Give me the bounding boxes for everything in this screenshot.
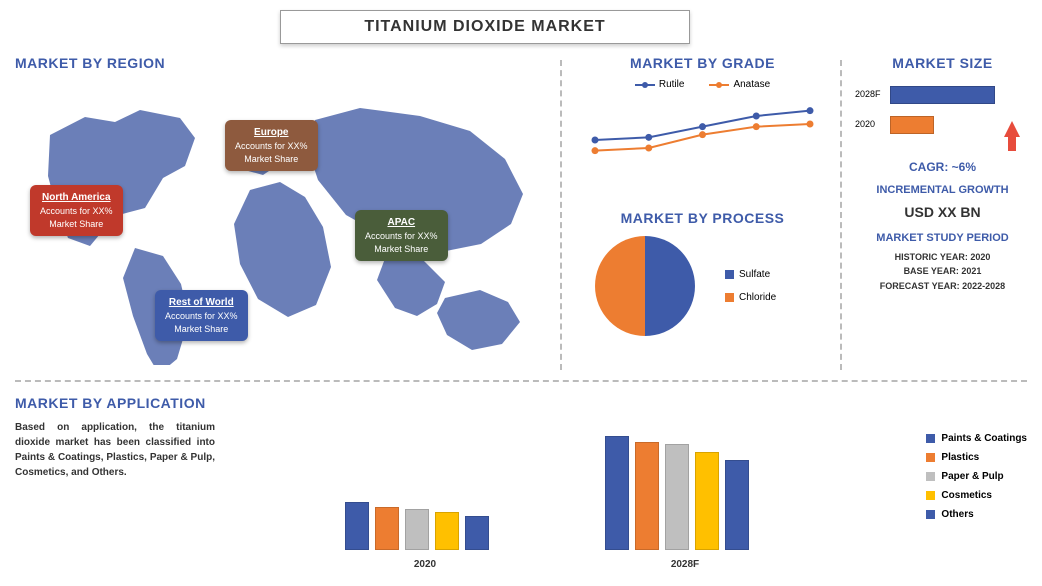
size-bar-chart: 2028F 2020 [855, 81, 1030, 156]
bar [435, 512, 459, 550]
divider-vertical-1 [560, 60, 562, 370]
process-title: MARKET BY PROCESS [575, 210, 830, 226]
legend-swatch [926, 434, 935, 443]
size-bar [890, 116, 934, 134]
legend-rutile: Rutile [635, 79, 685, 90]
process-pie-chart [595, 236, 695, 336]
application-bar-chart: 2020 2028F [245, 420, 865, 570]
bar [375, 507, 399, 550]
legend-label: Cosmetics [941, 490, 992, 501]
size-bar [890, 86, 995, 104]
grade-title: MARKET BY GRADE [575, 55, 830, 71]
bar-group [605, 436, 749, 550]
size-section: MARKET SIZE 2028F 2020 CAGR: ~6% INCREMEN… [855, 55, 1030, 293]
legend-sulfate: Sulfate [725, 269, 776, 280]
application-title: MARKET BY APPLICATION [15, 395, 1027, 411]
legend-label: Paper & Pulp [941, 471, 1003, 482]
region-row-line1: Accounts for XX% [165, 310, 238, 323]
region-apac-title: APAC [365, 216, 438, 230]
legend-swatch [926, 510, 935, 519]
legend-label: Paints & Coatings [941, 433, 1027, 444]
bar [405, 509, 429, 550]
study-period-title: MARKET STUDY PERIOD [855, 232, 1030, 244]
region-row-title: Rest of World [165, 296, 238, 310]
bar [465, 516, 489, 550]
divider-horizontal [15, 380, 1027, 382]
legend-anatase: Anatase [709, 79, 770, 90]
main-title: TITANIUM DIOXIDE MARKET [280, 10, 690, 44]
bar [695, 452, 719, 550]
region-na-title: North America [40, 191, 113, 205]
region-eu-line2: Market Share [235, 153, 308, 166]
region-badge-na: North America Accounts for XX% Market Sh… [30, 185, 123, 236]
size-title: MARKET SIZE [855, 55, 1030, 71]
incremental-growth-title: INCREMENTAL GROWTH [855, 184, 1030, 196]
bar-group [345, 502, 489, 550]
legend-item: Cosmetics [926, 490, 1027, 501]
region-apac-line2: Market Share [365, 243, 438, 256]
study-historic: HISTORIC YEAR: 2020 [855, 250, 1030, 264]
bar [665, 444, 689, 550]
legend-item: Paper & Pulp [926, 471, 1027, 482]
application-description: Based on application, the titanium dioxi… [15, 420, 215, 480]
region-eu-line1: Accounts for XX% [235, 140, 308, 153]
legend-anatase-label: Anatase [733, 79, 770, 90]
application-legend: Paints & Coatings Plastics Paper & Pulp Cos… [926, 425, 1027, 528]
bar [345, 502, 369, 550]
legend-swatch [926, 472, 935, 481]
region-na-line1: Accounts for XX% [40, 205, 113, 218]
process-section: MARKET BY PROCESS Sulfate Chloride [575, 210, 830, 336]
bar [725, 460, 749, 550]
region-badge-eu: Europe Accounts for XX% Market Share [225, 120, 318, 171]
study-forecast: FORECAST YEAR: 2022-2028 [855, 279, 1030, 293]
legend-label: Plastics [941, 452, 979, 463]
region-section: MARKET BY REGION North America Accounts … [15, 55, 545, 365]
region-apac-line1: Accounts for XX% [365, 230, 438, 243]
region-na-line2: Market Share [40, 218, 113, 231]
region-title: MARKET BY REGION [15, 55, 545, 71]
region-row-line2: Market Share [165, 323, 238, 336]
size-bar-label: 2020 [855, 119, 875, 129]
cagr-label: CAGR: ~6% [855, 160, 1030, 174]
legend-item: Others [926, 509, 1027, 520]
divider-vertical-2 [840, 60, 842, 370]
region-badge-apac: APAC Accounts for XX% Market Share [355, 210, 448, 261]
study-base: BASE YEAR: 2021 [855, 264, 1030, 278]
legend-swatch [926, 491, 935, 500]
legend-label: Others [941, 509, 973, 520]
legend-chloride: Chloride [725, 292, 776, 303]
region-eu-title: Europe [235, 126, 308, 140]
bar [605, 436, 629, 550]
process-legend: Sulfate Chloride [725, 257, 776, 315]
grade-legend: Rutile Anatase [575, 79, 830, 90]
legend-sulfate-label: Sulfate [739, 269, 770, 280]
region-badge-row: Rest of World Accounts for XX% Market Sh… [155, 290, 248, 341]
legend-rutile-label: Rutile [659, 79, 685, 90]
grade-section: MARKET BY GRADE Rutile Anatase [575, 55, 830, 195]
study-period-lines: HISTORIC YEAR: 2020 BASE YEAR: 2021 FORE… [855, 250, 1030, 293]
legend-item: Paints & Coatings [926, 433, 1027, 444]
legend-chloride-label: Chloride [739, 292, 776, 303]
size-bar-label: 2028F [855, 89, 881, 99]
grade-line-chart [575, 90, 830, 190]
application-section: MARKET BY APPLICATION Based on applicati… [15, 395, 1027, 411]
bar-group-label: 2028F [645, 559, 725, 570]
bar-group-label: 2020 [385, 559, 465, 570]
bar [635, 442, 659, 550]
legend-swatch [926, 453, 935, 462]
growth-arrow-icon [1004, 121, 1020, 137]
legend-item: Plastics [926, 452, 1027, 463]
incremental-growth-value: USD XX BN [855, 204, 1030, 220]
